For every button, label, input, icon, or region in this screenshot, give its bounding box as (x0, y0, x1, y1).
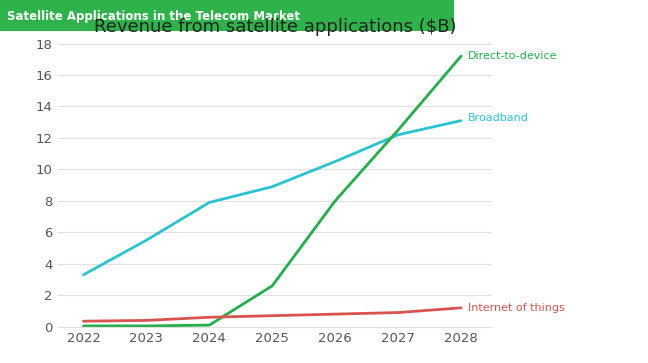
Title: Revenue from satellite applications ($B): Revenue from satellite applications ($B) (94, 19, 457, 36)
Text: Internet of things: Internet of things (468, 303, 564, 313)
Text: Broadband: Broadband (468, 113, 529, 123)
Text: Direct-to-device: Direct-to-device (468, 51, 557, 61)
Polygon shape (0, 0, 454, 31)
Text: Satellite Applications in the Telecom Market: Satellite Applications in the Telecom Ma… (6, 9, 300, 23)
